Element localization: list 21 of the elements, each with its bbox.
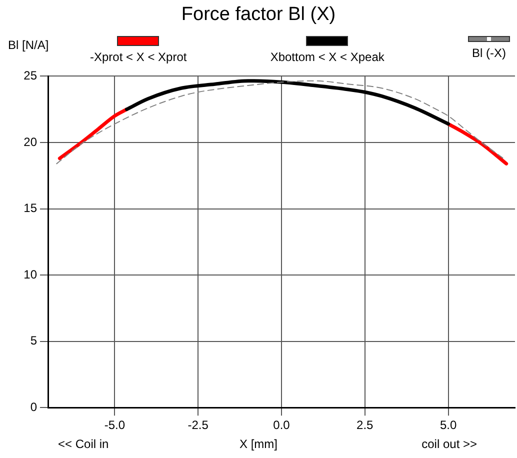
x-tick-label: -5.0: [104, 418, 126, 432]
legend-label: Xbottom < X < Xpeak: [270, 50, 384, 64]
y-tick-label: 25: [24, 68, 38, 83]
y-tick-label: 0: [30, 400, 38, 414]
y-tick-label: 10: [24, 267, 38, 282]
legend-label: Bl (-X): [472, 46, 506, 60]
x-tick-label: 2.5: [356, 418, 374, 432]
y-axis-title: Bl [N/A]: [8, 38, 49, 52]
x-tick-label: -2.5: [188, 418, 209, 432]
x-tick-label: 0.0: [273, 418, 290, 432]
y-tick-label: 5: [30, 334, 38, 348]
legend-label: -Xprot < X < Xprot: [90, 50, 187, 64]
chart-title: Force factor Bl (X): [180, 4, 337, 26]
line-series: [124, 79, 450, 126]
y-tick-label: 20: [24, 134, 38, 149]
y-tick-label: 15: [24, 201, 38, 216]
x-tick-label: 5.0: [440, 418, 457, 432]
line-series: [56, 80, 504, 164]
text: << Coil in: [58, 437, 109, 451]
text: coil out >>: [422, 437, 477, 451]
x-axis-title: X [mm]: [240, 437, 278, 451]
